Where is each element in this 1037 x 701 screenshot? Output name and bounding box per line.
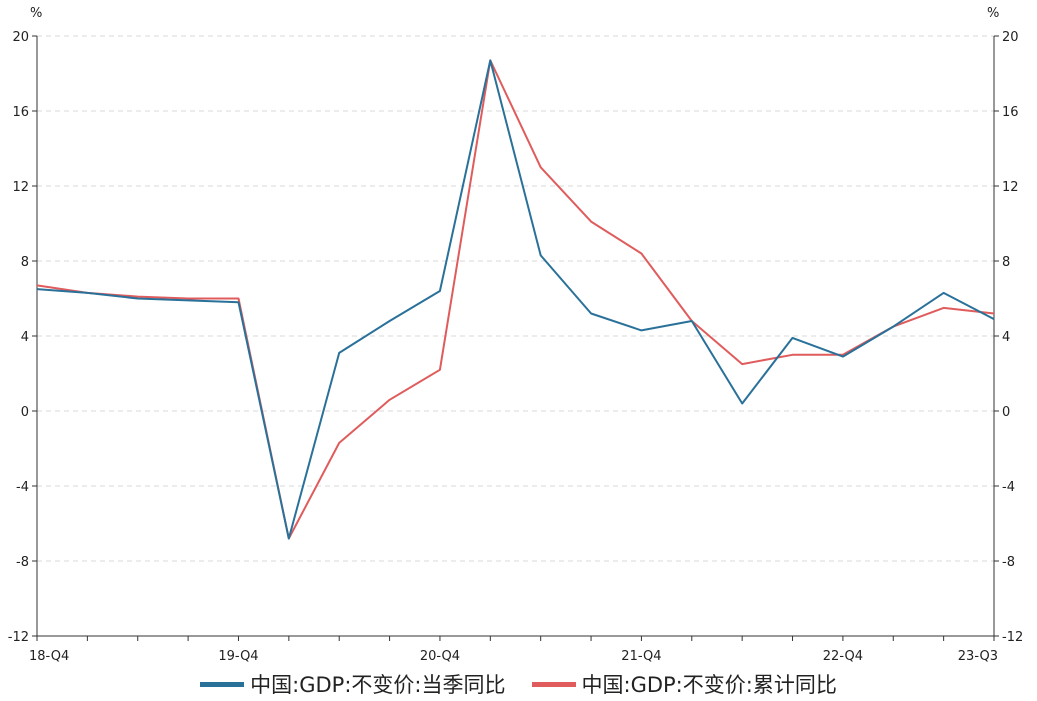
y-tick-label-left: -12 [8,630,29,645]
left-axis-unit: % [30,6,42,21]
y-tick-label-right: -4 [1002,480,1015,495]
y-tick-label-left: 20 [12,30,29,45]
x-tick-label: 23-Q3 [958,649,998,664]
y-tick-label-left: -8 [16,555,29,570]
series-line-quarterly [36,59,995,540]
y-tick-label-left: 16 [12,105,29,120]
right-axis-unit: % [987,6,999,21]
line-chart: -12 -12 -8 -8 -4 -4 0 0 4 4 8 8 12 12 16 16 20 20 18-Q4 19-… [8,6,1023,664]
y-tick-label-right: 0 [1002,405,1010,420]
y-tick-label-right: 16 [1002,105,1019,120]
legend-label-cumulative: 中国:GDP:不变价:累计同比 [581,673,837,697]
legend-swatch-cumulative [531,681,576,687]
y-tick-label-left: 0 [21,405,29,420]
y-tick-label-right: -8 [1002,555,1015,570]
x-tick-label: 20-Q4 [420,649,460,664]
y-tick-label-right: 12 [1002,180,1019,195]
grid-lines [37,35,994,562]
legend: 中国:GDP:不变价:当季同比 中国:GDP:不变价:累计同比 [0,668,1037,700]
x-tick-label: 21-Q4 [621,649,661,664]
series-lines [36,59,995,540]
legend-label-quarterly: 中国:GDP:不变价:当季同比 [250,673,506,697]
y-tick-label-right: -12 [1002,630,1023,645]
y-tick-label-right: 4 [1002,330,1010,345]
y-tick-label-right: 20 [1002,30,1019,45]
x-tick-label: 22-Q4 [823,649,863,664]
y-tick-label-left: -4 [16,480,29,495]
legend-item-cumulative: 中国:GDP:不变价:累计同比 [531,669,837,699]
y-tick-label-right: 8 [1002,255,1010,270]
legend-item-quarterly: 中国:GDP:不变价:当季同比 [200,669,506,699]
series-line-cumulative [36,59,995,540]
axis-ticks: -12 -12 -8 -8 -4 -4 0 0 4 4 8 8 12 12 16 16 20 20 18-Q4 19-… [8,30,1023,664]
x-tick-label: 19-Q4 [218,649,258,664]
y-tick-label-left: 12 [12,180,29,195]
y-tick-label-left: 4 [21,330,29,345]
legend-swatch-quarterly [200,681,245,687]
x-tick-label: 18-Q4 [29,649,69,664]
y-tick-label-left: 8 [21,255,29,270]
